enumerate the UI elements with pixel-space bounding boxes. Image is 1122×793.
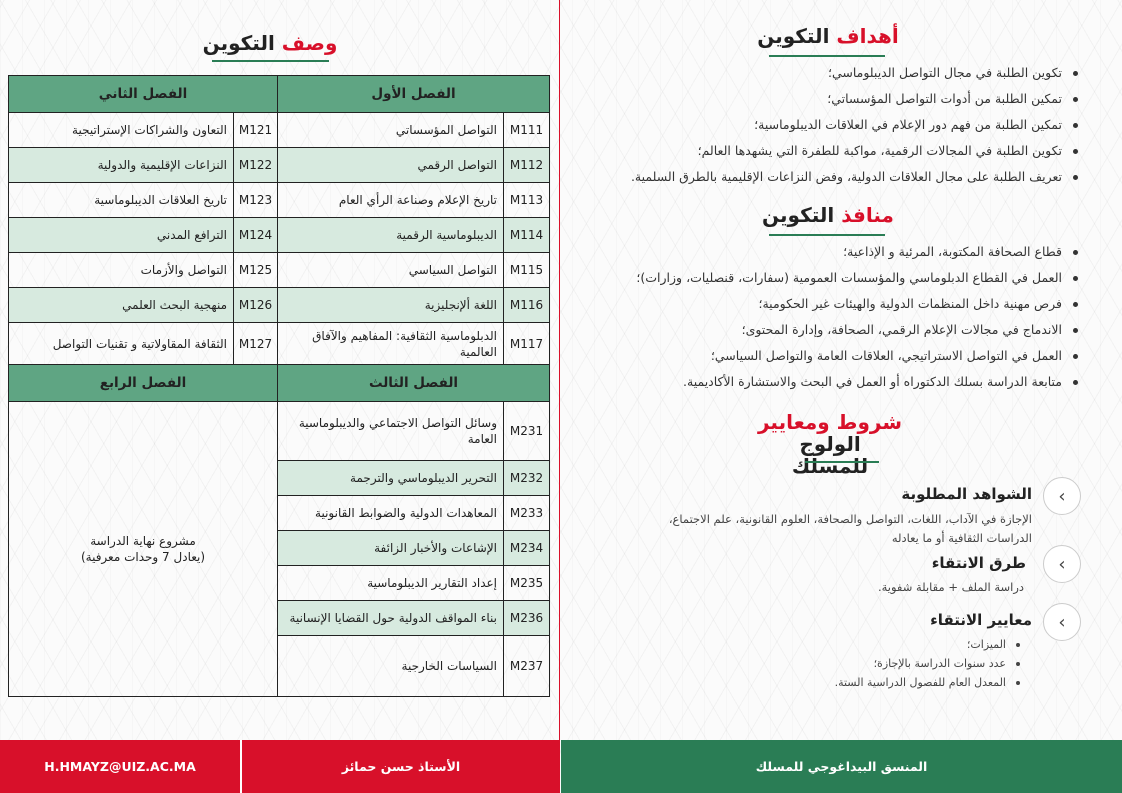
list-item: العمل في التواصل الاستراتيجي، العلاقات ا…: [636, 346, 1080, 372]
table-row: M234 الإشاعات والأخبار الزائفة: [9, 530, 550, 566]
table-row: M233 المعاهدات الدولية والضوابط القانونية: [9, 495, 550, 531]
title-underline: [769, 55, 885, 57]
list-item: الاندماج في مجالات الإعلام الرقمي، الصحا…: [636, 320, 1080, 346]
list-item: المعدل العام للفصول الدراسية الستة.: [835, 673, 1022, 692]
footer-email[interactable]: H.HMAYZ@UIZ.AC.MA: [0, 740, 240, 793]
table-row: M231 وسائل التواصل الاجتماعي والديبلوماسي…: [8, 401, 550, 697]
list-item: العمل في القطاع الدبلوماسي والمؤسسات الع…: [636, 268, 1080, 294]
table-row: M235 إعداد التقارير الديبلوماسية: [9, 565, 550, 601]
criteria-list: الميزات؛ عدد سنوات الدراسة بالإجازة؛ الم…: [835, 635, 1022, 692]
table-row: M112 التواصل الرقمي M122 النزاعات الإقليمية…: [8, 147, 550, 183]
semester-1-header: الفصل الأول: [277, 75, 550, 113]
footer-separator: [240, 740, 242, 793]
list-item: متابعة الدراسة بسلك الدكتوراه أو العمل ف…: [636, 372, 1080, 398]
table-row: M114 الديبلوماسية الرقمية M124 الترافع المد…: [8, 217, 550, 253]
semester-3-header: الفصل الثالث: [277, 364, 550, 402]
chevron-left-icon[interactable]: ‹: [1043, 603, 1081, 641]
table-row: M111 التواصل المؤسساتي M121 التعاون والشراك…: [8, 112, 550, 148]
semester-2-header: الفصل الثاني: [8, 75, 278, 113]
page-divider: [559, 0, 560, 740]
footer-professor: الأستاذ حسن حمائز: [242, 740, 560, 793]
list-item: تمكين الطلبة من فهم دور الإعلام في العلا…: [631, 115, 1080, 141]
outlets-list: قطاع الصحافة المكتوبة، المرئية و الإذاعي…: [636, 242, 1080, 398]
admission-title: شروط ومعايير الولوج للمسلك: [757, 410, 902, 478]
outlets-title: منافذ التكوين: [762, 203, 894, 227]
goals-list: تكوين الطلبة في مجال التواصل الديبلوماسي…: [631, 63, 1080, 193]
list-item: قطاع الصحافة المكتوبة، المرئية و الإذاعي…: [636, 242, 1080, 268]
list-item: تمكين الطلبة من أدوات التواصل المؤسساتي؛: [631, 89, 1080, 115]
goals-title: أهداف التكوين: [757, 24, 899, 48]
chevron-left-icon[interactable]: ‹: [1043, 477, 1081, 515]
list-item: الميزات؛: [835, 635, 1022, 654]
table-row: M117 الدبلوماسية الثقافية: المفاهيم والآف…: [8, 322, 550, 365]
semester-4-header: الفصل الرابع: [8, 364, 278, 402]
title-underline: [805, 461, 879, 463]
diplomas-heading[interactable]: الشواهد المطلوبة: [901, 485, 1032, 503]
selection-text: دراسة الملف + مقابلة شفوية.: [877, 580, 1024, 594]
table-row: M237 السياسات الخارجية: [9, 635, 550, 697]
table-row: M115 التواصل السياسي M125 التواصل والأزمات: [8, 252, 550, 288]
chevron-left-icon[interactable]: ‹: [1043, 545, 1081, 583]
list-item: تعريف الطلبة على مجال العلاقات الدولية، …: [631, 167, 1080, 193]
list-item: تكوين الطلبة في مجال التواصل الديبلوماسي…: [631, 63, 1080, 89]
list-item: فرص مهنية داخل المنظمات الدولية والهيئات…: [636, 294, 1080, 320]
table-row: M232 التحرير الديبلوماسي والترجمة: [9, 460, 550, 496]
curriculum-table: الفصل الأول الفصل الثاني M111 التواصل المؤ…: [8, 75, 550, 697]
title-underline: [212, 60, 329, 62]
table-row: M113 تاريخ الإعلام وصناعة الرأي العام M123…: [8, 182, 550, 218]
title-underline: [769, 234, 885, 236]
criteria-heading[interactable]: معايير الانتقاء: [930, 611, 1032, 629]
footer-coordinator: المنسق البيداغوجي للمسلك: [561, 740, 1122, 793]
course-description-title: وصف التكوين: [202, 31, 338, 55]
selection-heading[interactable]: طرق الانتقاء: [931, 554, 1026, 572]
list-item: عدد سنوات الدراسة بالإجازة؛: [835, 654, 1022, 673]
list-item: تكوين الطلبة في المجالات الرقمية، مواكبة…: [631, 141, 1080, 167]
table-row: M236 بناء المواقف الدولية حول القضايا الإ…: [9, 600, 550, 636]
table-row: M116 اللغة ألإنجليزية M126 منهجية البحث الع…: [8, 287, 550, 323]
diplomas-text: الإجازة في الآداب، اللغات، التواصل والصح…: [668, 512, 1032, 545]
final-project-cell: مشروع نهاية الدراسة (يعادل 7 وحدات معرفية…: [8, 401, 278, 697]
